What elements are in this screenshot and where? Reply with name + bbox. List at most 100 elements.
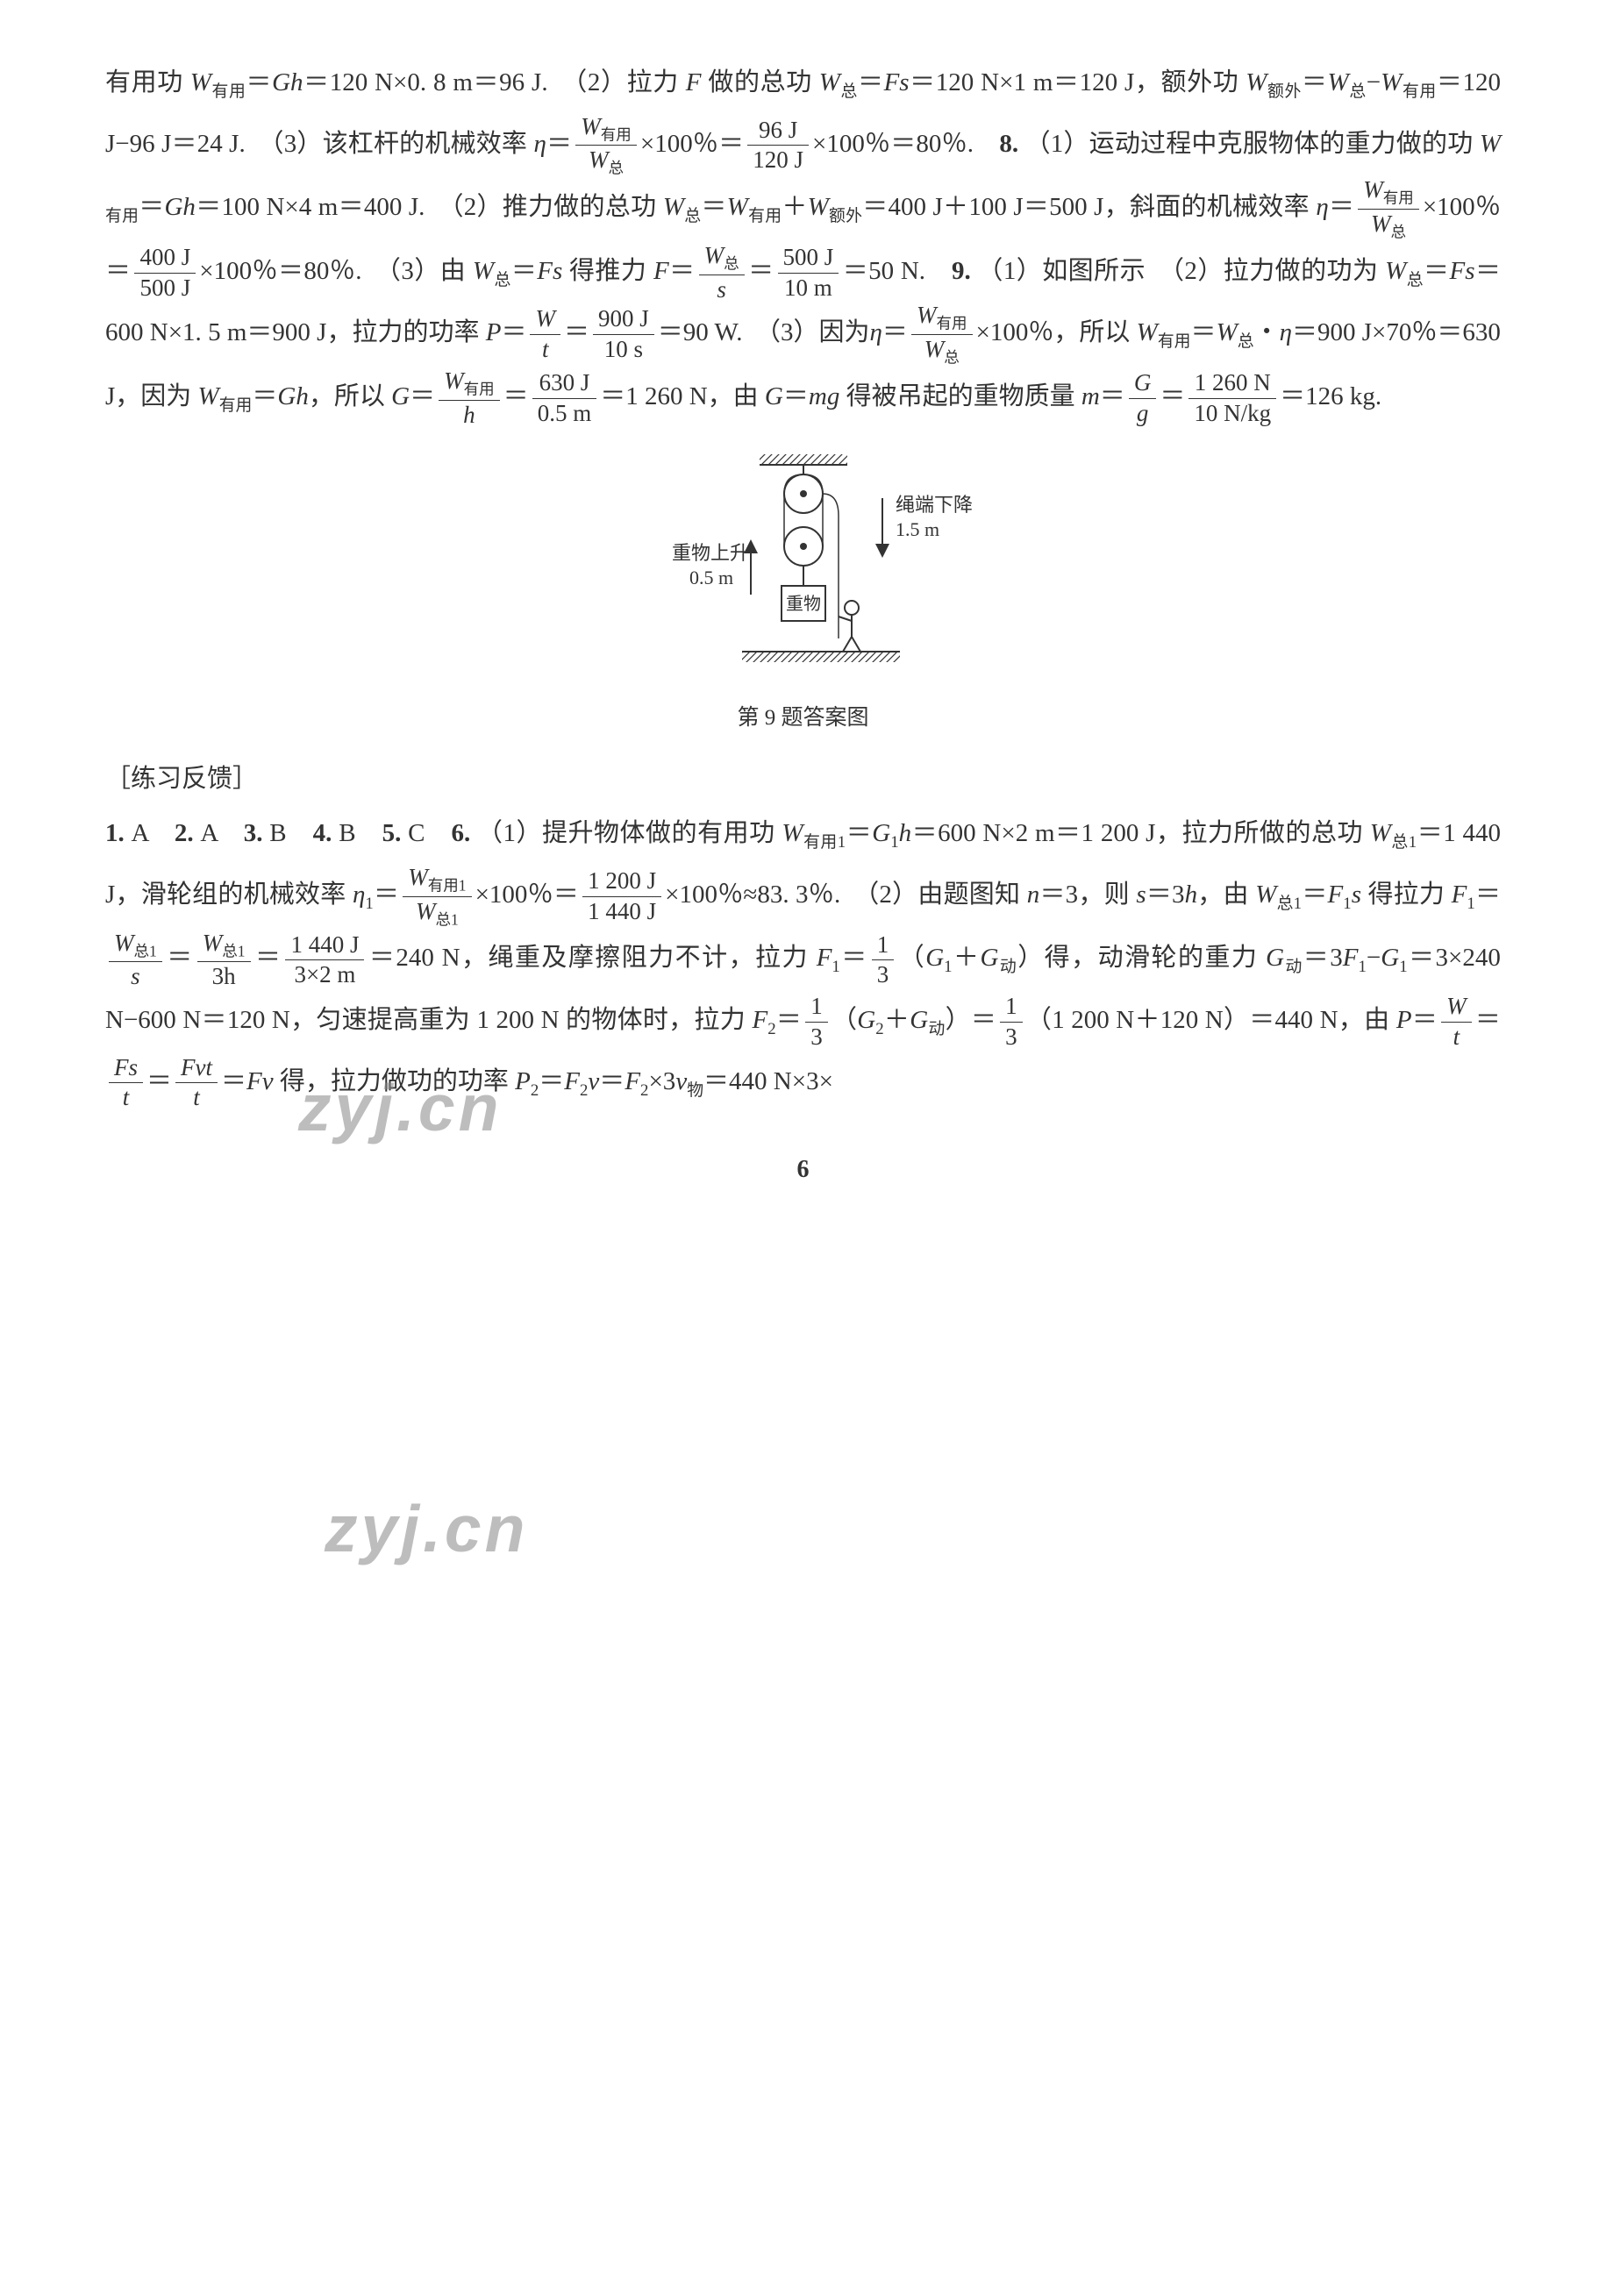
var: Gh: [272, 68, 303, 96]
sub: 1: [944, 958, 952, 976]
text: ＝440 N×3×: [703, 1067, 833, 1095]
page-number: 6: [105, 1156, 1501, 1184]
text: 得拉力: [1361, 881, 1452, 909]
var: G: [765, 382, 783, 410]
var: W: [819, 68, 840, 96]
fraction: 13: [872, 932, 895, 988]
text: （1）运动过程中克服物体的重力做的功: [1025, 130, 1480, 158]
sub: 总: [840, 82, 858, 101]
eq: ＝: [1302, 881, 1327, 909]
fraction: 13: [805, 994, 828, 1050]
qnum: 9.: [952, 257, 977, 285]
sub: 1: [1467, 895, 1474, 913]
ans: C: [408, 819, 451, 847]
fraction: Wt: [530, 306, 560, 362]
text: ＝100 N×4 m＝400 J. （2）推力做的总功: [196, 193, 663, 221]
text: ＝1 260 N，由: [600, 382, 765, 410]
sub: 2: [531, 1080, 539, 1099]
eq: ＝: [858, 68, 884, 96]
eq: −: [1367, 68, 1381, 96]
sub: 额外: [1267, 82, 1302, 101]
sub: 有用: [1402, 82, 1437, 101]
fraction: 1 440 J3×2 m: [285, 932, 364, 988]
var: W: [663, 193, 684, 221]
sub: 有用: [748, 207, 782, 225]
sub: 总: [1406, 270, 1424, 289]
var: F: [686, 68, 702, 96]
var: s: [1352, 881, 1361, 909]
fraction: 400 J500 J: [134, 245, 196, 301]
fraction: Fvtt: [175, 1055, 218, 1111]
eq: ＝: [776, 1006, 803, 1034]
var: W: [1370, 819, 1391, 847]
var: W: [1246, 68, 1267, 96]
sub: 有用1: [803, 833, 846, 852]
var: G: [1266, 944, 1284, 972]
eq: ＝: [1329, 193, 1355, 221]
qnum: 6.: [451, 819, 477, 847]
fraction: 96 J120 J: [747, 118, 809, 174]
fraction: W有用W总: [575, 114, 637, 177]
var: F: [653, 257, 669, 285]
eq: ＝3: [1146, 881, 1185, 909]
ans: A: [132, 819, 175, 847]
var: W: [1381, 68, 1402, 96]
text: ＝3，则: [1039, 881, 1136, 909]
sub: 有用: [1158, 332, 1191, 351]
eq: ＝: [1191, 318, 1217, 346]
var: m: [1081, 382, 1100, 410]
eq: ＝: [501, 318, 526, 346]
sub: 2: [875, 1020, 883, 1038]
qnum: 4.: [313, 819, 339, 847]
text: ＝120 N×1 m＝120 J，额外功: [910, 68, 1246, 96]
var: Gh: [277, 382, 308, 410]
eq: ＝: [1160, 382, 1185, 410]
sub: 总1: [1276, 895, 1302, 913]
eq: ＝: [166, 944, 194, 972]
feedback-header: ［练习反馈］: [105, 758, 1501, 795]
var: W: [1255, 881, 1276, 909]
eq: ＝: [252, 382, 277, 410]
sub: 额外: [829, 207, 862, 225]
text: ，由: [1197, 881, 1255, 909]
fraction: 1 200 J1 440 J: [582, 868, 661, 924]
var: W: [190, 68, 211, 96]
sub: 1: [832, 958, 839, 976]
sub: 总: [494, 270, 511, 289]
fraction: W有用1W总1: [403, 865, 471, 928]
text: ×100％，所以: [976, 318, 1137, 346]
eq: ＝: [374, 881, 399, 909]
sub: 2: [640, 1080, 648, 1099]
text: ＝50 N.: [842, 257, 952, 285]
var: W: [727, 193, 748, 221]
sub: 有用: [211, 82, 246, 101]
fraction: W总1s: [109, 931, 162, 990]
ans: B: [339, 819, 382, 847]
eq: ＝: [599, 1067, 625, 1095]
eq: ＝: [546, 130, 572, 158]
eq: ＝: [1303, 944, 1330, 972]
ans: B: [269, 819, 312, 847]
var: s: [1136, 881, 1146, 909]
text: ×100％＝: [640, 130, 744, 158]
eq: ＝: [1424, 257, 1449, 285]
sub: 有用: [219, 396, 253, 415]
var: n: [1027, 881, 1040, 909]
var: G: [980, 944, 998, 972]
fraction: W有用W总: [911, 303, 973, 366]
var: Fs: [1450, 257, 1475, 285]
var: W: [1137, 318, 1158, 346]
text: ＝120 N×0. 8 m＝96 J. （2）拉力: [303, 68, 686, 96]
sub: 总: [1238, 332, 1254, 351]
var: η: [534, 130, 546, 158]
text: ×100％≈83. 3％. （2）由题图知: [665, 881, 1027, 909]
qnum: 5.: [382, 819, 409, 847]
sub: 动: [998, 958, 1017, 976]
weight-label: 重物: [786, 594, 821, 614]
var: G: [1381, 944, 1399, 972]
eq: ＝: [840, 944, 868, 972]
text: 做的总功: [701, 68, 818, 96]
eq: ・: [1254, 318, 1280, 346]
var: Fs: [537, 257, 562, 285]
watermark: zyj.cn: [325, 1491, 528, 1566]
